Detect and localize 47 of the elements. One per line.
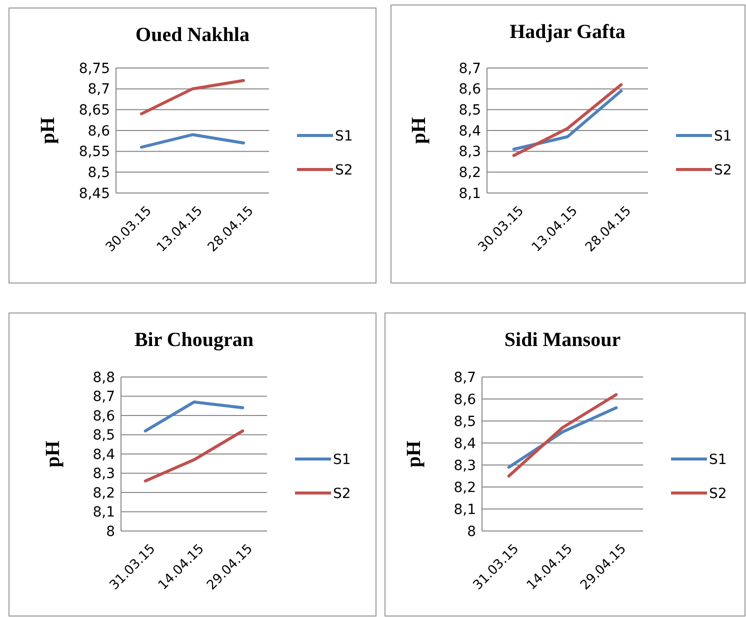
y-tick-label: 8,5 — [88, 165, 110, 182]
y-tick-label: 8,1 — [454, 502, 476, 518]
y-axis-title: pH — [37, 116, 59, 144]
y-tick-label: 8,1 — [92, 504, 115, 521]
y-tick-label: 8,2 — [92, 485, 115, 502]
y-tick-label: 8,4 — [458, 123, 482, 140]
legend-label: S2 — [335, 162, 353, 178]
y-tick-label: 8,6 — [458, 82, 482, 98]
y-tick-label: 8,6 — [92, 408, 116, 424]
y-axis-title: pH — [408, 116, 430, 144]
legend-label: S1 — [714, 128, 732, 144]
y-axis-title: pH — [403, 440, 425, 468]
y-tick-label: 8,5 — [458, 102, 481, 119]
legend-label: S2 — [714, 162, 732, 178]
y-tick-label: 8,7 — [88, 82, 110, 98]
y-tick-label: 8,6 — [88, 123, 110, 140]
y-tick-label: 8,6 — [454, 392, 476, 408]
y-tick-label: 8,3 — [454, 458, 476, 474]
y-tick-label: 8,7 — [454, 370, 476, 386]
chart-title: Hadjar Gafta — [510, 21, 626, 43]
y-tick-label: 8 — [467, 524, 476, 540]
legend-label: S1 — [333, 452, 351, 468]
y-tick-label: 8,3 — [92, 466, 115, 482]
chart-title: Bir Chougran — [134, 329, 254, 351]
y-tick-label: 8,75 — [78, 60, 110, 77]
y-tick-label: 8,2 — [454, 480, 476, 496]
y-axis-title: pH — [42, 440, 64, 468]
y-tick-label: 8,3 — [458, 144, 481, 160]
chart-title: Oued Nakhla — [136, 24, 250, 46]
y-tick-label: 8,55 — [78, 144, 110, 160]
y-tick-label: 8,65 — [78, 102, 110, 119]
y-tick-label: 8,2 — [458, 165, 481, 182]
y-tick-label: 8,4 — [92, 446, 116, 463]
y-tick-label: 8 — [106, 524, 115, 540]
y-tick-label: 8,7 — [92, 389, 115, 406]
y-tick-label: 8,7 — [458, 60, 481, 77]
legend-label: S1 — [335, 128, 353, 144]
legend-label: S2 — [333, 486, 351, 502]
y-tick-label: 8,5 — [92, 428, 115, 444]
y-tick-label: 8,1 — [458, 186, 481, 202]
y-tick-label: 8,5 — [454, 414, 476, 430]
legend-label: S1 — [709, 452, 727, 468]
y-tick-label: 8,8 — [92, 370, 115, 386]
chart-title: Sidi Mansour — [504, 329, 621, 351]
legend-label: S2 — [709, 486, 727, 502]
y-tick-label: 8,4 — [454, 436, 476, 452]
y-tick-label: 8,45 — [78, 186, 110, 202]
